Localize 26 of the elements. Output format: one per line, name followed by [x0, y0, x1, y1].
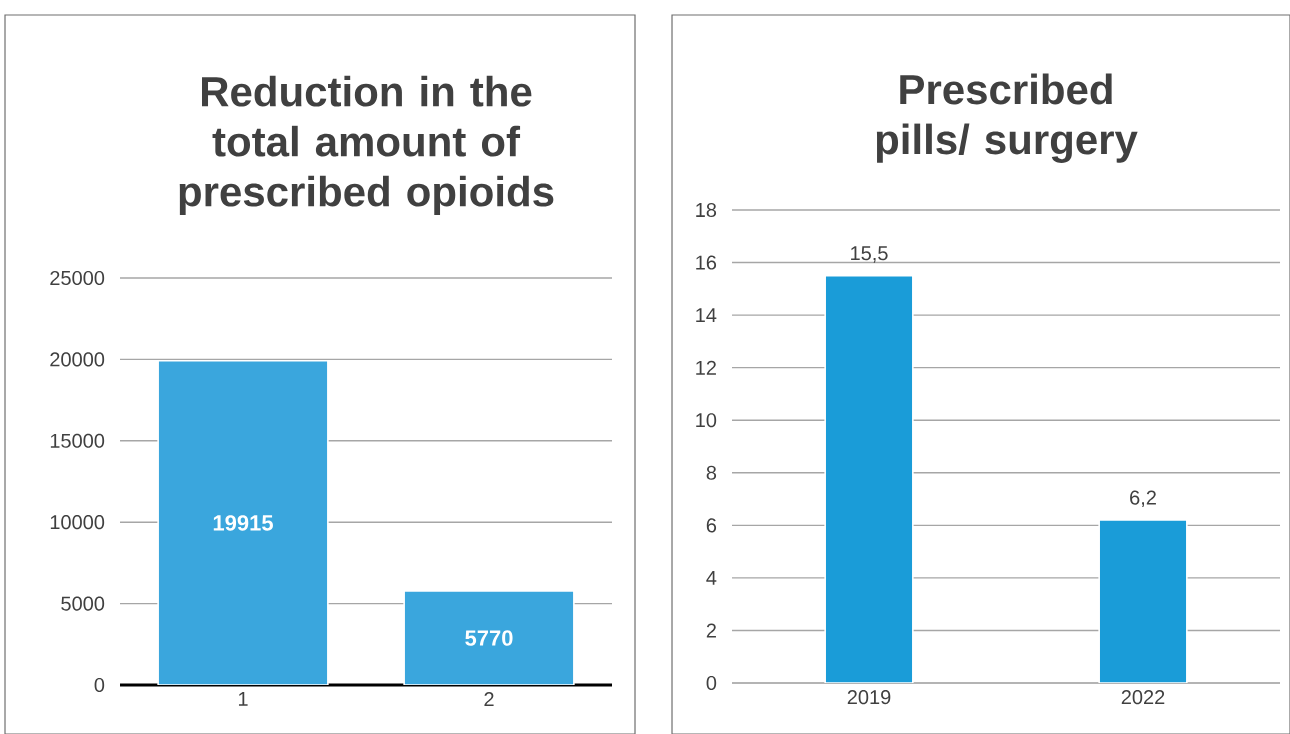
chart-title: Prescribed pills/ surgery [876, 73, 1138, 163]
y-tick-label: 15000 [50, 433, 105, 448]
data-label: 5770 [465, 630, 513, 646]
y-tick-label: 12 [696, 360, 716, 375]
x-tick-label: 2019 [847, 690, 891, 705]
y-tick-label: 20000 [50, 352, 105, 367]
data-label: 15,5 [851, 246, 888, 263]
y-tick-label: 0 [706, 675, 717, 691]
x-tick-label: 1 [238, 692, 248, 706]
data-label: 19915 [213, 515, 273, 531]
y-tick-label: 2 [706, 623, 716, 638]
x-tick-label: 2 [484, 692, 494, 707]
y-tick-label: 5000 [61, 596, 105, 611]
y-tick-label: 10000 [50, 515, 105, 530]
y-tick-label: 25000 [50, 270, 105, 286]
y-tick-label: 16 [696, 255, 717, 270]
data-label: 6,2 [1130, 490, 1156, 508]
x-tick-label: 2022 [1121, 690, 1165, 705]
y-tick-label: 8 [706, 465, 717, 480]
y-tick-label: 4 [706, 571, 717, 585]
chart-title: Reduction in the total amount of prescribed opioids [179, 75, 554, 215]
y-tick-label: 14 [696, 308, 717, 322]
y-tick-label: 10 [696, 413, 717, 428]
y-tick-label: 18 [696, 202, 717, 218]
y-tick-label: 6 [706, 518, 717, 533]
y-tick-label: 0 [94, 677, 105, 693]
